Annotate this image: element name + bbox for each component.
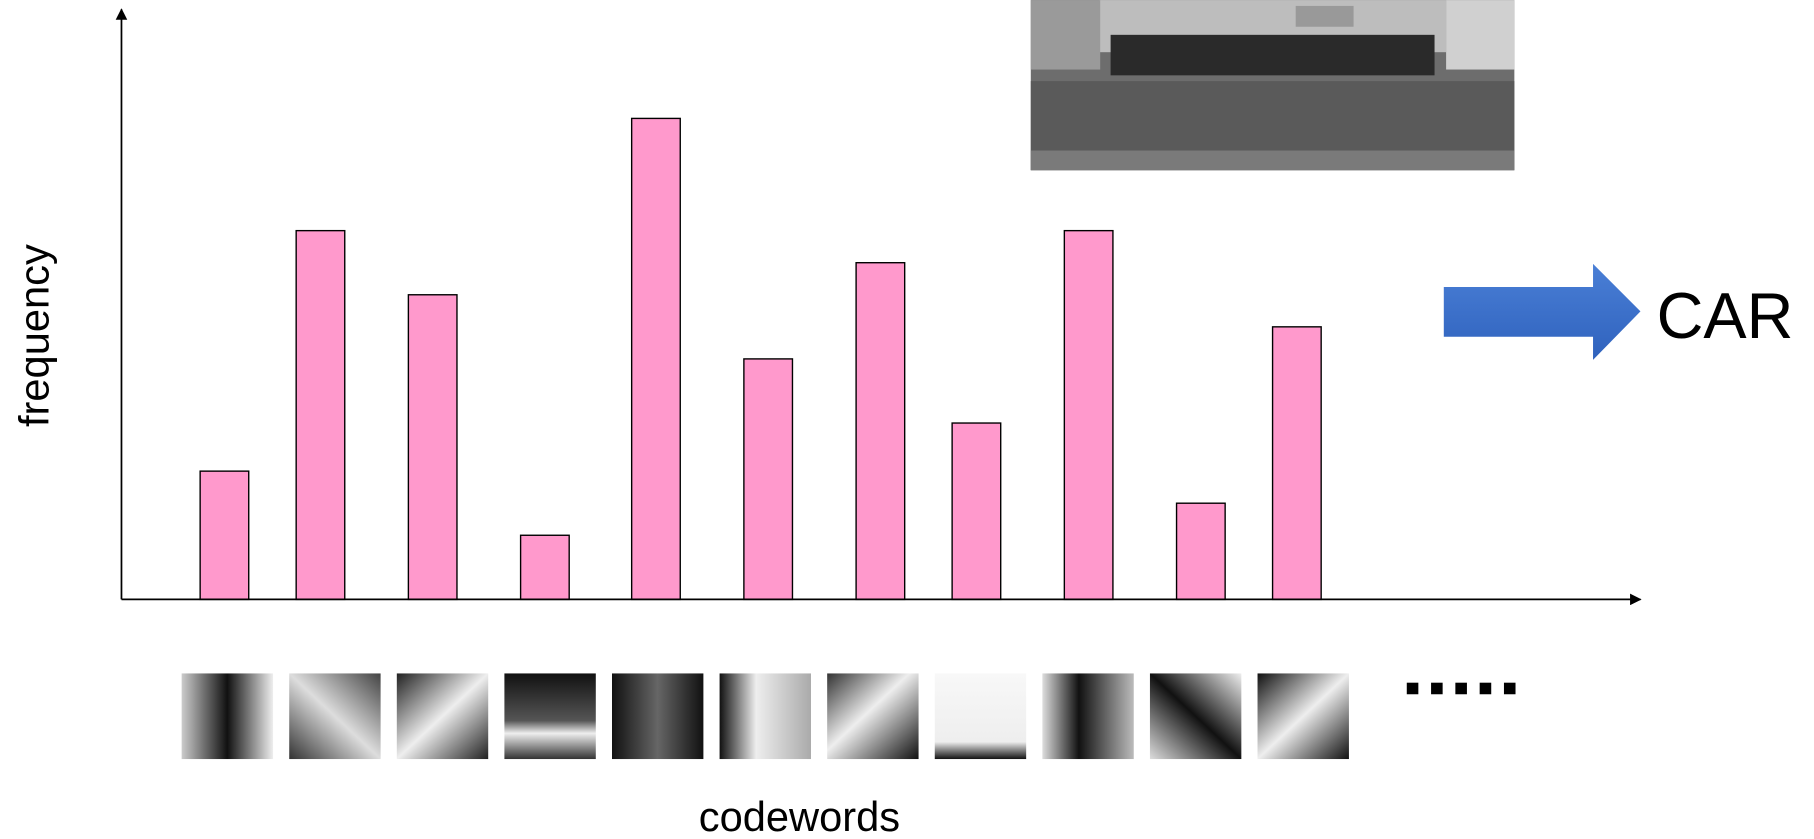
codeword-patch <box>1257 673 1349 760</box>
codeword-patch <box>396 673 489 760</box>
result-arrow <box>1443 263 1641 360</box>
codeword-patch <box>827 673 919 760</box>
bar <box>1175 502 1226 601</box>
x-axis-label: codewords <box>699 793 900 839</box>
bar <box>743 358 794 601</box>
codeword-patch <box>1042 673 1134 760</box>
car-image <box>1030 0 1515 171</box>
codeword-patch <box>719 673 811 760</box>
bar <box>1271 326 1322 601</box>
class-label: CAR <box>1657 279 1794 352</box>
codeword-patch <box>504 673 596 760</box>
bar <box>295 229 346 601</box>
y-axis-label: frequency <box>11 244 58 427</box>
ellipsis <box>1406 682 1516 695</box>
bar <box>855 262 906 601</box>
codeword-patches <box>181 673 1349 760</box>
codeword-patch <box>934 673 1027 760</box>
codeword-patch <box>289 673 381 760</box>
bar <box>951 422 1002 601</box>
bar <box>407 294 458 601</box>
codeword-patch <box>1149 673 1242 760</box>
codeword-patch <box>181 673 274 760</box>
codeword-patch <box>611 673 704 760</box>
bar <box>199 470 250 601</box>
bar <box>630 117 681 601</box>
bar <box>1063 229 1114 601</box>
bar <box>519 534 570 601</box>
